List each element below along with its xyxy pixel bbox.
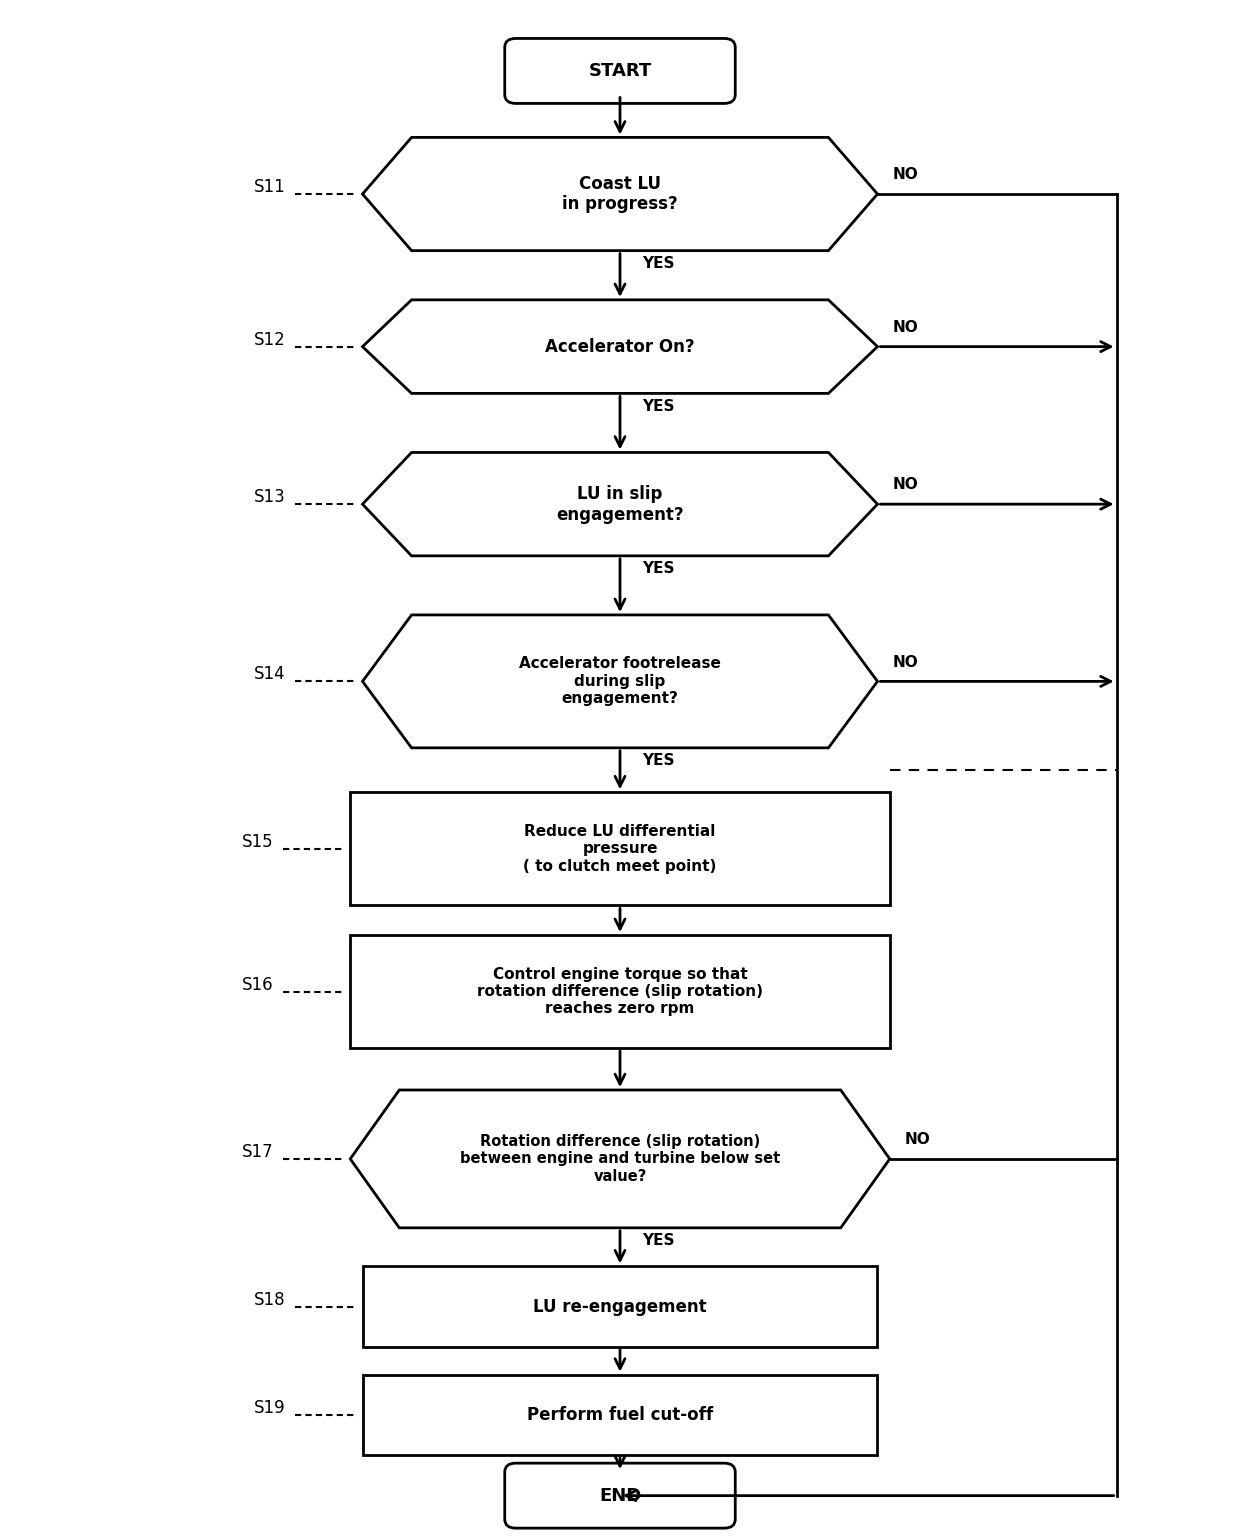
Text: LU re-engagement: LU re-engagement (533, 1298, 707, 1315)
Text: Accelerator On?: Accelerator On? (546, 337, 694, 356)
Text: Perform fuel cut-off: Perform fuel cut-off (527, 1406, 713, 1424)
Text: LU in slip
engagement?: LU in slip engagement? (557, 485, 683, 524)
FancyBboxPatch shape (505, 1463, 735, 1528)
Bar (362, 1375, 878, 1455)
Bar (362, 1266, 878, 1348)
Text: S14: S14 (254, 665, 285, 684)
Bar (350, 792, 890, 906)
Text: Rotation difference (slip rotation)
between engine and turbine below set
value?: Rotation difference (slip rotation) betw… (460, 1133, 780, 1184)
Text: NO: NO (893, 654, 918, 670)
Polygon shape (362, 614, 878, 748)
Text: YES: YES (642, 1234, 675, 1247)
Text: YES: YES (642, 399, 675, 414)
Text: END: END (599, 1486, 641, 1505)
Text: Accelerator footrelease
during slip
engagement?: Accelerator footrelease during slip enga… (520, 656, 720, 707)
Text: YES: YES (642, 256, 675, 271)
Text: NO: NO (904, 1132, 930, 1147)
Bar (350, 935, 890, 1049)
Text: NO: NO (893, 477, 918, 493)
Text: Reduce LU differential
pressure
( to clutch meet point): Reduce LU differential pressure ( to clu… (523, 824, 717, 873)
Text: YES: YES (642, 753, 675, 768)
Text: S13: S13 (253, 488, 285, 507)
Text: NO: NO (893, 168, 918, 182)
Text: S17: S17 (242, 1143, 273, 1161)
Text: YES: YES (642, 561, 675, 576)
Text: S11: S11 (253, 179, 285, 196)
Polygon shape (350, 1090, 890, 1227)
Text: S15: S15 (242, 833, 273, 852)
Text: Coast LU
in progress?: Coast LU in progress? (562, 174, 678, 214)
Polygon shape (362, 453, 878, 556)
Text: S16: S16 (242, 976, 273, 993)
Polygon shape (362, 300, 878, 393)
Text: NO: NO (893, 320, 918, 334)
Text: START: START (588, 62, 652, 80)
Text: S12: S12 (253, 331, 285, 348)
Text: Control engine torque so that
rotation difference (slip rotation)
reaches zero r: Control engine torque so that rotation d… (477, 967, 763, 1016)
Text: S19: S19 (254, 1398, 285, 1417)
Polygon shape (362, 137, 878, 251)
Text: S18: S18 (254, 1291, 285, 1309)
FancyBboxPatch shape (505, 38, 735, 103)
